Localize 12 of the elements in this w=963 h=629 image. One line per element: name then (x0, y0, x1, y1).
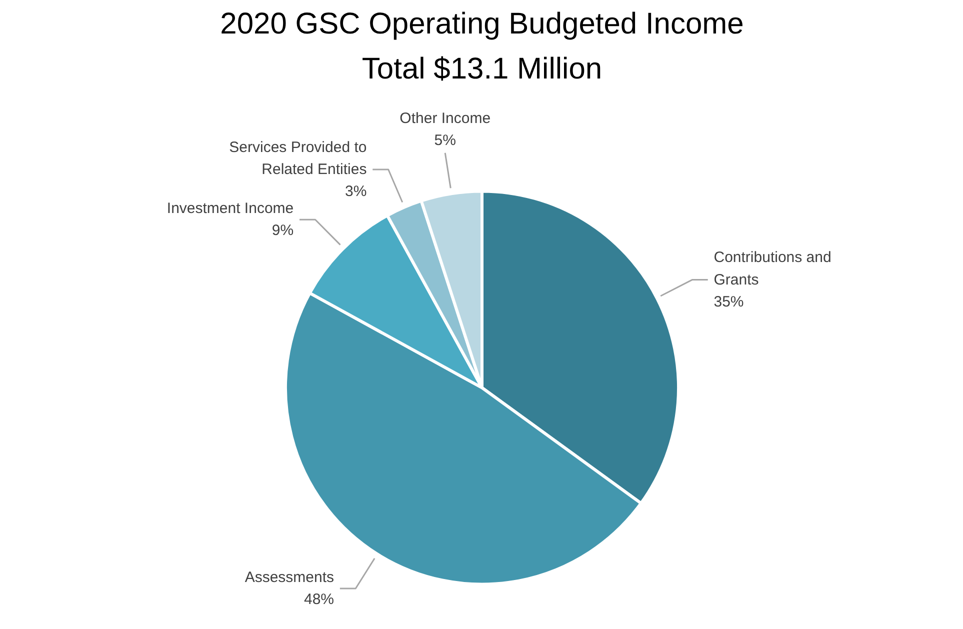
data-label: 9% (272, 222, 294, 240)
chart-title: 2020 GSC Operating Budgeted Income (220, 8, 744, 40)
slice-label: Other Income (400, 110, 491, 127)
slice-label: Assessments (244, 568, 334, 586)
data-label: 48% (304, 591, 334, 608)
data-label: 5% (434, 132, 456, 149)
slice-label: Contributions and Grants (714, 249, 832, 288)
data-label: 3% (345, 183, 367, 200)
chart-subtitle: Total $13.1 Million (362, 52, 602, 86)
data-label: 35% (714, 293, 744, 310)
slice-label: Services Provided to Related Entities (229, 138, 367, 178)
slice-label: Investment Income (166, 200, 294, 218)
